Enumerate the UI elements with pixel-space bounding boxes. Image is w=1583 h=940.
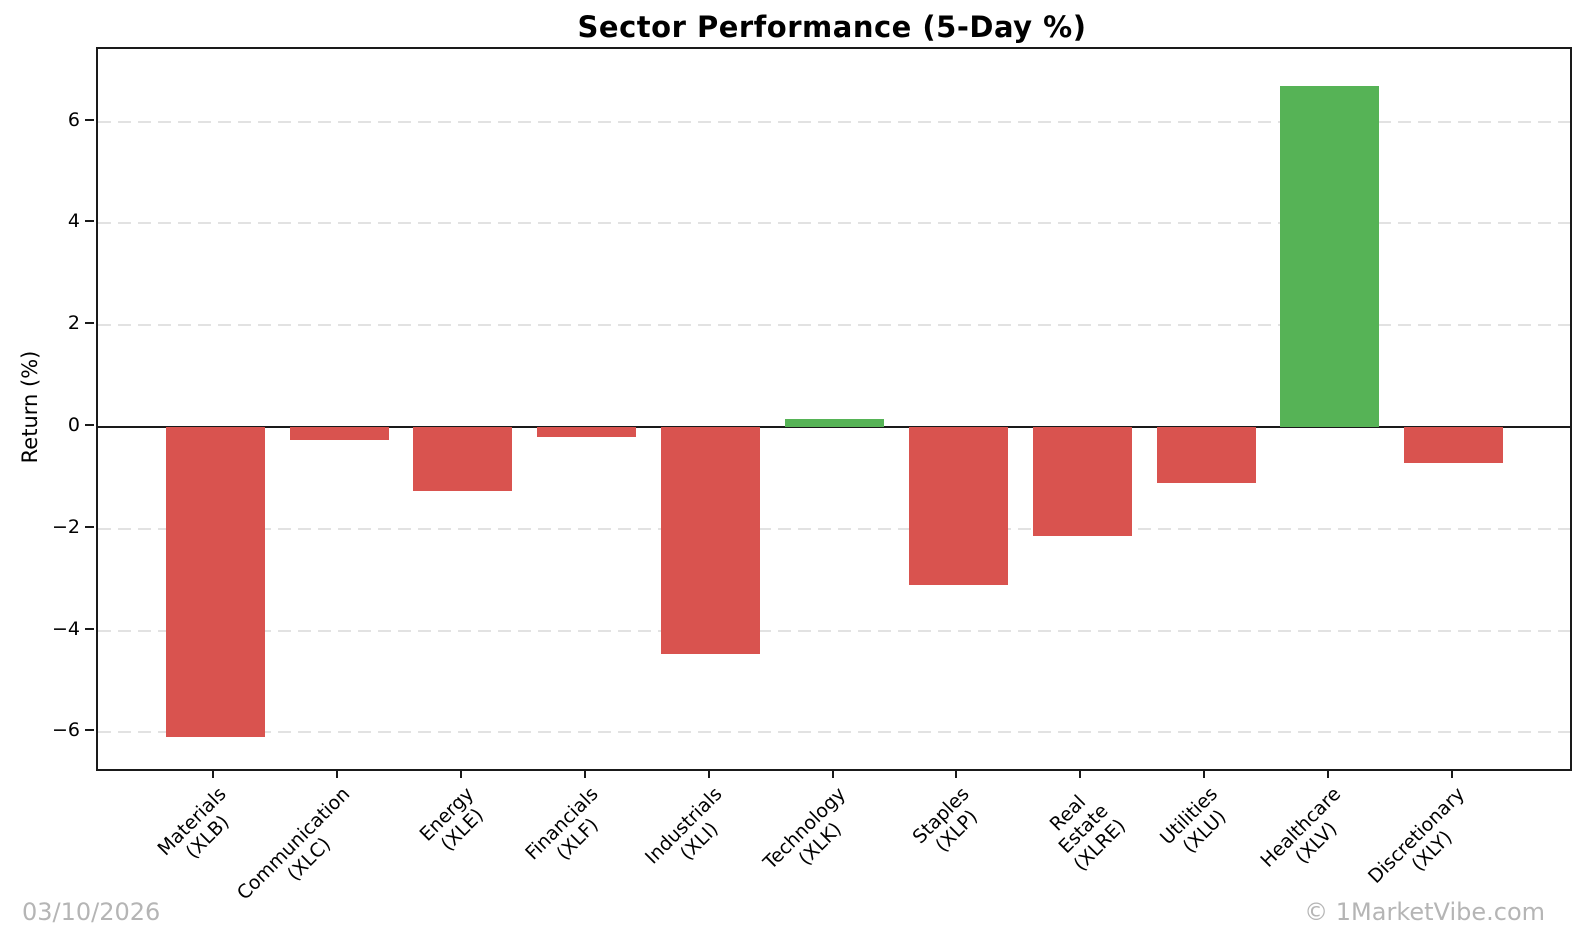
gridline <box>98 731 1570 734</box>
y-tick-label: −6 <box>51 719 80 742</box>
x-tick <box>831 769 834 778</box>
gridline <box>98 629 1570 632</box>
y-tick-label: −2 <box>51 515 80 538</box>
x-tick-label-text: Healthcare (XLV) <box>1256 783 1346 872</box>
x-tick-label-text: Financials (XLF) <box>520 783 603 865</box>
gridline <box>98 120 1570 123</box>
bar-xlf <box>537 427 637 438</box>
zero-line <box>98 426 1570 428</box>
y-tick-label: 4 <box>67 210 80 233</box>
chart-title: Sector Performance (5-Day %) <box>577 10 1087 44</box>
x-tick <box>707 769 710 778</box>
bar-xlc <box>289 427 389 440</box>
bar-xlre <box>1032 427 1132 537</box>
y-axis-label: Return (%) <box>18 350 42 464</box>
x-tick-label-text: Real Estate (XLRE) <box>1045 791 1130 876</box>
x-tick-label-text: Technology (XLK) <box>759 783 851 874</box>
date-stamp: 03/10/2026 <box>22 898 161 926</box>
y-tick <box>85 729 94 732</box>
x-tick <box>1450 769 1453 778</box>
y-tick-label: 2 <box>67 312 80 335</box>
x-tick-label-text: Utilities (XLU) <box>1155 783 1231 858</box>
y-tick <box>85 424 94 426</box>
x-tick <box>955 769 958 778</box>
bar-xly <box>1404 427 1504 463</box>
bar-xli <box>661 427 761 654</box>
x-tick <box>1079 769 1082 778</box>
y-tick <box>85 322 94 325</box>
x-tick-label-text: Industrials (XLI) <box>640 783 727 869</box>
x-tick <box>583 769 586 778</box>
bar-xlp <box>908 427 1008 585</box>
bar-xlu <box>1156 427 1256 483</box>
x-tick-label-text: Energy (XLE) <box>415 783 489 856</box>
x-tick-label-text: Materials (XLB) <box>153 783 235 864</box>
x-tick <box>1326 769 1329 778</box>
x-tick-label-text: Staples (XLP) <box>908 783 983 857</box>
bar-xlb <box>165 427 265 738</box>
gridline <box>98 324 1570 327</box>
y-tick <box>85 627 94 630</box>
y-tick <box>85 525 94 528</box>
x-tick <box>336 769 339 778</box>
y-tick <box>85 118 94 121</box>
x-tick <box>459 769 462 778</box>
gridline <box>98 527 1570 530</box>
y-tick-label: −4 <box>51 617 80 640</box>
x-tick <box>1203 769 1206 778</box>
y-tick-label: 0 <box>67 414 80 436</box>
y-tick-label: 6 <box>67 108 80 131</box>
bar-xle <box>413 427 513 491</box>
x-tick-label-text: Discretionary (XLY) <box>1364 783 1470 888</box>
x-tick <box>212 769 215 778</box>
x-tick-label-text: Communication (XLC) <box>233 783 355 905</box>
bar-xlk <box>785 419 884 427</box>
plot-area <box>96 47 1572 771</box>
gridline <box>98 222 1570 225</box>
y-tick <box>85 220 94 223</box>
bar-xlv <box>1280 85 1380 427</box>
watermark-text: © 1MarketVibe.com <box>1304 898 1545 926</box>
